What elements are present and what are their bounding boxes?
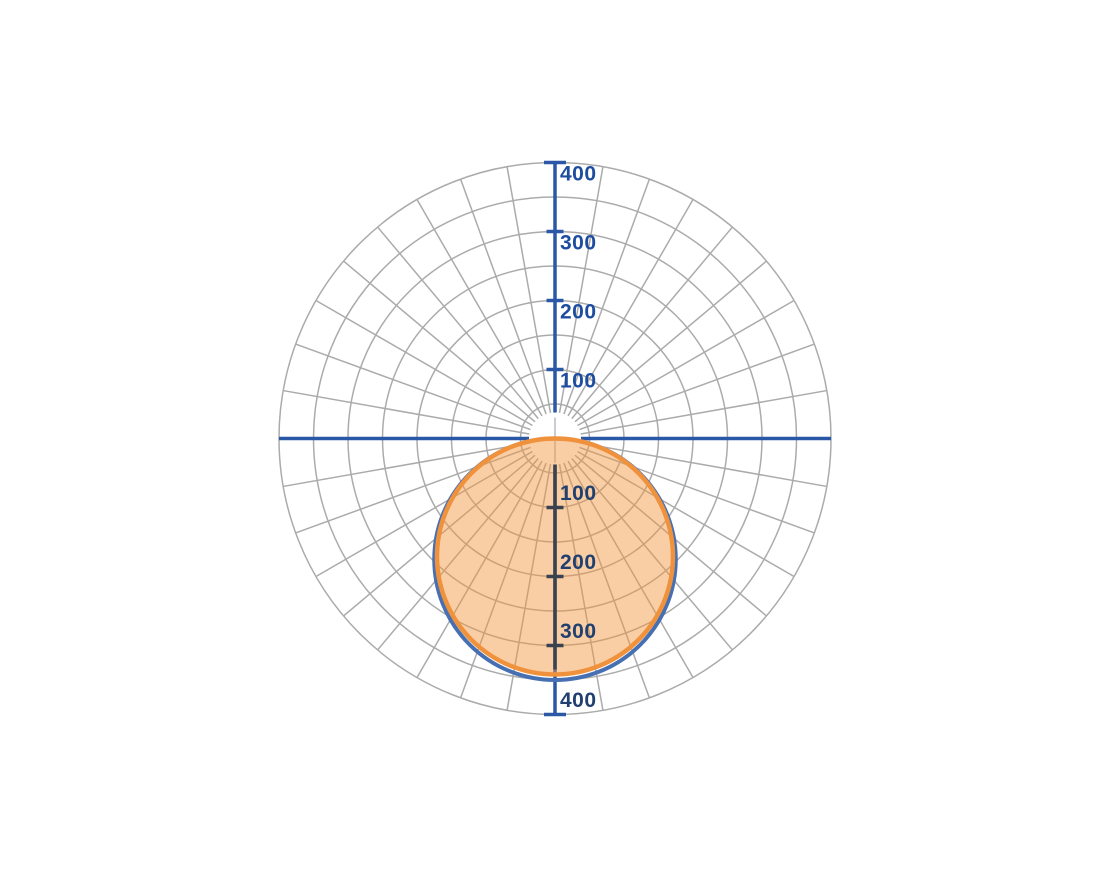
radial-tick-label-upper: 200 [560,301,597,324]
radial-tick-label-upper: 300 [560,232,597,255]
angular-spoke [574,260,767,423]
angular-spoke [283,389,530,435]
angular-spoke [558,166,604,414]
angular-spoke [579,343,815,431]
angular-spoke [377,226,539,420]
angular-spoke [283,442,530,488]
radial-tick-label-lower: 300 [560,620,597,643]
angular-spoke [315,450,533,578]
angular-spoke [579,446,815,534]
angular-spoke [416,199,543,417]
angular-spoke [459,178,547,415]
angular-spoke [567,199,694,417]
angular-spoke [416,460,543,678]
angular-spoke [577,450,795,578]
radial-tick-label-lower: 100 [560,482,597,505]
angular-spoke [295,343,531,431]
angular-spoke [295,446,531,534]
angular-spoke [571,457,733,651]
angular-spoke [567,460,694,678]
radial-tick-label-lower: 400 [560,689,597,712]
angular-spoke [377,457,539,651]
angular-spoke [563,178,651,415]
angular-spoke [315,299,533,427]
radial-tick-label-upper: 100 [560,370,597,393]
radial-tick-label-lower: 200 [560,551,597,574]
angular-spoke [563,462,651,699]
angular-spoke [580,389,827,435]
angular-spoke [580,442,827,488]
angular-spoke [571,226,733,420]
angular-spoke [506,166,552,414]
radial-tick-label-upper: 400 [560,163,597,186]
angular-spoke [459,462,547,699]
angular-spoke [577,299,795,427]
angular-spoke [343,260,536,423]
